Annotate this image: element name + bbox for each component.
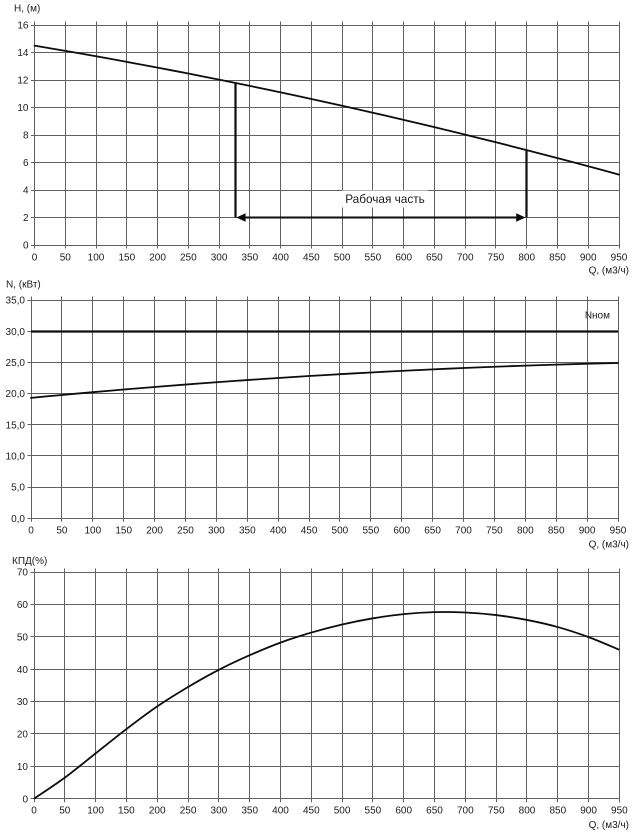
- svg-text:450: 450: [303, 806, 320, 817]
- svg-text:50: 50: [17, 633, 29, 644]
- svg-text:450: 450: [301, 526, 318, 537]
- svg-text:600: 600: [395, 253, 412, 264]
- svg-text:250: 250: [177, 526, 194, 537]
- svg-text:950: 950: [611, 253, 628, 264]
- svg-text:12: 12: [17, 76, 29, 87]
- svg-text:650: 650: [424, 526, 441, 537]
- svg-text:50: 50: [60, 253, 72, 264]
- svg-text:500: 500: [334, 253, 351, 264]
- svg-text:Рабочая часть: Рабочая часть: [345, 192, 425, 206]
- svg-text:Q, (м3/ч): Q, (м3/ч): [589, 820, 629, 831]
- svg-text:150: 150: [118, 806, 135, 817]
- svg-text:150: 150: [115, 526, 132, 537]
- svg-text:300: 300: [211, 806, 228, 817]
- svg-text:20,0: 20,0: [6, 389, 26, 400]
- svg-text:60: 60: [17, 600, 29, 611]
- svg-text:10,0: 10,0: [6, 452, 26, 463]
- svg-text:20: 20: [17, 730, 29, 741]
- svg-text:750: 750: [488, 253, 505, 264]
- svg-text:350: 350: [241, 806, 258, 817]
- svg-text:35,0: 35,0: [6, 296, 26, 307]
- svg-text:30: 30: [17, 697, 29, 708]
- svg-text:900: 900: [579, 526, 596, 537]
- svg-text:16: 16: [17, 21, 29, 32]
- svg-text:25,0: 25,0: [6, 358, 26, 369]
- svg-text:550: 550: [362, 526, 379, 537]
- svg-text:200: 200: [149, 253, 166, 264]
- svg-text:650: 650: [426, 806, 443, 817]
- svg-text:2: 2: [23, 213, 29, 224]
- svg-text:300: 300: [208, 526, 225, 537]
- svg-text:800: 800: [519, 806, 536, 817]
- svg-text:350: 350: [241, 253, 258, 264]
- svg-text:30,0: 30,0: [6, 327, 26, 338]
- svg-text:400: 400: [272, 253, 289, 264]
- svg-text:500: 500: [332, 526, 349, 537]
- svg-text:0: 0: [22, 794, 28, 805]
- svg-text:150: 150: [118, 253, 135, 264]
- svg-text:200: 200: [149, 806, 166, 817]
- svg-text:250: 250: [180, 253, 197, 264]
- svg-text:550: 550: [365, 253, 382, 264]
- svg-text:100: 100: [87, 806, 104, 817]
- svg-text:4: 4: [23, 186, 29, 197]
- svg-text:550: 550: [365, 806, 382, 817]
- svg-text:950: 950: [611, 806, 628, 817]
- svg-text:Nном: Nном: [585, 311, 610, 322]
- svg-text:100: 100: [84, 526, 101, 537]
- svg-text:400: 400: [272, 806, 289, 817]
- svg-text:10: 10: [17, 762, 29, 773]
- svg-text:6: 6: [23, 158, 29, 169]
- svg-text:0: 0: [31, 806, 37, 817]
- svg-text:950: 950: [610, 526, 627, 537]
- svg-text:70: 70: [17, 568, 29, 579]
- svg-text:900: 900: [580, 806, 597, 817]
- svg-text:0,0: 0,0: [11, 514, 25, 525]
- svg-text:750: 750: [488, 806, 505, 817]
- svg-text:14: 14: [17, 48, 29, 59]
- svg-text:500: 500: [334, 806, 351, 817]
- svg-text:850: 850: [549, 253, 566, 264]
- svg-text:700: 700: [457, 253, 474, 264]
- svg-text:0: 0: [23, 241, 29, 252]
- svg-text:50: 50: [59, 806, 71, 817]
- svg-text:8: 8: [23, 131, 29, 142]
- svg-text:250: 250: [180, 806, 197, 817]
- svg-text:200: 200: [146, 526, 163, 537]
- svg-text:Q, (м3/ч): Q, (м3/ч): [589, 266, 629, 277]
- svg-text:300: 300: [211, 253, 228, 264]
- svg-text:850: 850: [548, 526, 565, 537]
- svg-text:800: 800: [517, 526, 534, 537]
- svg-text:700: 700: [457, 806, 474, 817]
- svg-text:350: 350: [239, 526, 256, 537]
- svg-text:450: 450: [303, 253, 320, 264]
- svg-text:850: 850: [549, 806, 566, 817]
- svg-text:0: 0: [28, 526, 34, 537]
- svg-text:800: 800: [518, 253, 535, 264]
- svg-text:700: 700: [455, 526, 472, 537]
- svg-text:40: 40: [17, 665, 29, 676]
- svg-text:650: 650: [426, 253, 443, 264]
- svg-text:5,0: 5,0: [11, 483, 25, 494]
- svg-text:50: 50: [56, 526, 68, 537]
- svg-text:H, (м): H, (м): [14, 4, 40, 15]
- svg-text:750: 750: [486, 526, 503, 537]
- svg-text:Q, (м3/ч): Q, (м3/ч): [589, 540, 629, 551]
- svg-text:10: 10: [17, 103, 29, 114]
- svg-text:900: 900: [580, 253, 597, 264]
- svg-text:0: 0: [32, 253, 38, 264]
- svg-text:N, (кВт): N, (кВт): [6, 280, 41, 291]
- svg-text:600: 600: [393, 526, 410, 537]
- svg-text:КПД(%): КПД(%): [12, 556, 47, 567]
- svg-text:600: 600: [395, 806, 412, 817]
- svg-text:400: 400: [270, 526, 287, 537]
- svg-text:15,0: 15,0: [6, 420, 26, 431]
- svg-text:100: 100: [88, 253, 105, 264]
